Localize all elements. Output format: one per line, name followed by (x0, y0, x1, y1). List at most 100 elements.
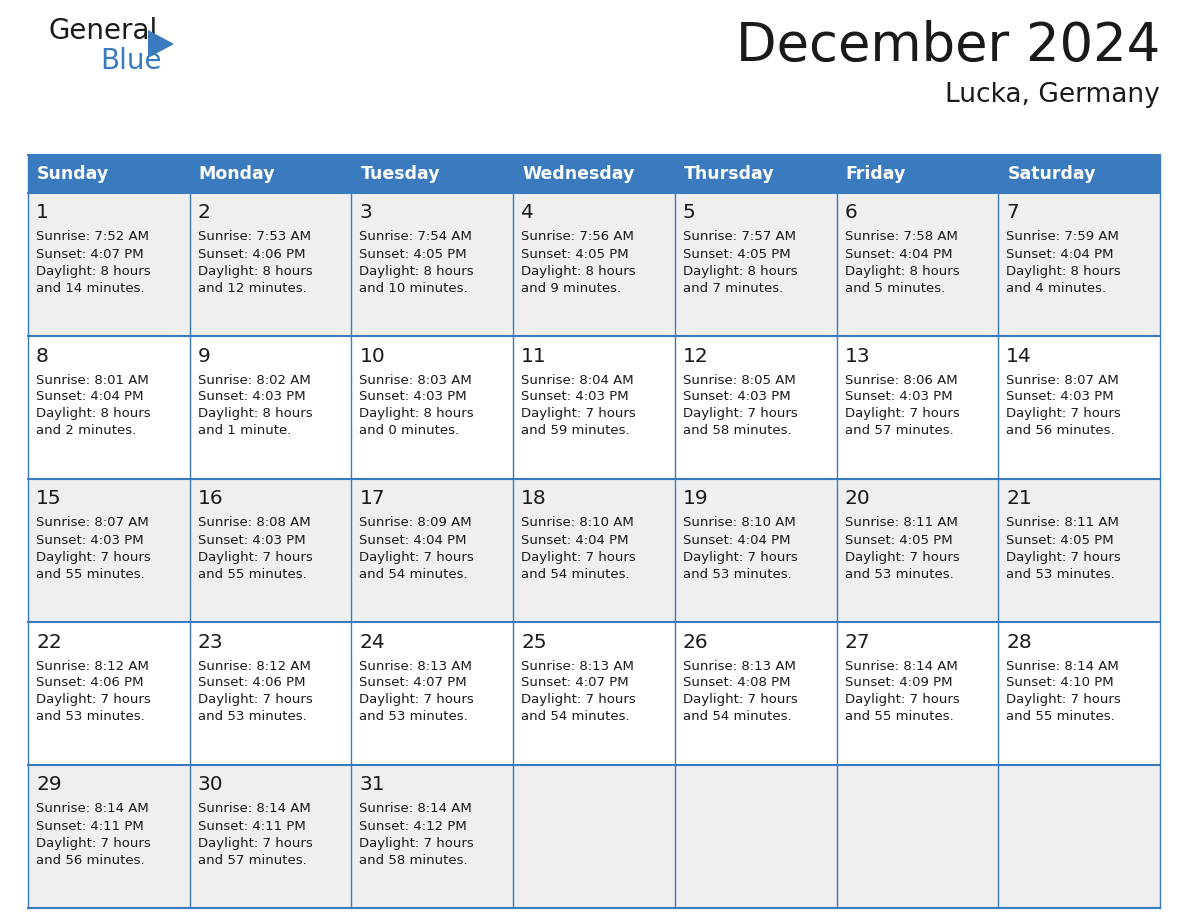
Text: and 57 minutes.: and 57 minutes. (197, 854, 307, 867)
Text: Sunset: 4:03 PM: Sunset: 4:03 PM (1006, 390, 1114, 404)
Text: Lucka, Germany: Lucka, Germany (946, 82, 1159, 108)
Text: and 53 minutes.: and 53 minutes. (360, 711, 468, 723)
Text: Daylight: 7 hours: Daylight: 7 hours (360, 693, 474, 707)
Text: 12: 12 (683, 346, 708, 365)
Text: and 56 minutes.: and 56 minutes. (36, 854, 145, 867)
Text: 19: 19 (683, 489, 708, 509)
Text: and 53 minutes.: and 53 minutes. (683, 567, 791, 580)
Text: and 9 minutes.: and 9 minutes. (522, 282, 621, 295)
Text: 18: 18 (522, 489, 546, 509)
Text: Sunset: 4:08 PM: Sunset: 4:08 PM (683, 677, 790, 689)
Text: and 2 minutes.: and 2 minutes. (36, 424, 137, 438)
Text: Sunset: 4:03 PM: Sunset: 4:03 PM (360, 390, 467, 404)
Text: Sunset: 4:07 PM: Sunset: 4:07 PM (522, 677, 628, 689)
Bar (29, 193, 1159, 336)
Text: 29: 29 (36, 776, 62, 794)
Text: Sunset: 4:11 PM: Sunset: 4:11 PM (197, 820, 305, 833)
Text: 15: 15 (36, 489, 62, 509)
Text: Daylight: 7 hours: Daylight: 7 hours (360, 836, 474, 849)
Text: Sunrise: 7:59 AM: Sunrise: 7:59 AM (1006, 230, 1119, 243)
Text: and 14 minutes.: and 14 minutes. (36, 282, 145, 295)
Text: Sunset: 4:06 PM: Sunset: 4:06 PM (197, 248, 305, 261)
Text: Sunrise: 8:14 AM: Sunrise: 8:14 AM (1006, 659, 1119, 673)
Text: Daylight: 7 hours: Daylight: 7 hours (683, 551, 797, 564)
Text: and 58 minutes.: and 58 minutes. (683, 424, 791, 438)
Text: Sunset: 4:05 PM: Sunset: 4:05 PM (845, 533, 953, 546)
Text: Sunset: 4:04 PM: Sunset: 4:04 PM (36, 390, 144, 404)
Text: Sunrise: 7:54 AM: Sunrise: 7:54 AM (360, 230, 473, 243)
Text: Daylight: 8 hours: Daylight: 8 hours (360, 408, 474, 420)
Text: Sunset: 4:05 PM: Sunset: 4:05 PM (360, 248, 467, 261)
Text: and 55 minutes.: and 55 minutes. (845, 711, 953, 723)
Text: Daylight: 7 hours: Daylight: 7 hours (845, 693, 960, 707)
Text: 1: 1 (36, 204, 49, 222)
Text: and 54 minutes.: and 54 minutes. (683, 711, 791, 723)
Text: and 53 minutes.: and 53 minutes. (1006, 567, 1116, 580)
Text: and 55 minutes.: and 55 minutes. (36, 567, 145, 580)
Text: Daylight: 7 hours: Daylight: 7 hours (845, 408, 960, 420)
Text: Sunset: 4:03 PM: Sunset: 4:03 PM (197, 533, 305, 546)
Text: Sunrise: 8:03 AM: Sunrise: 8:03 AM (360, 374, 472, 386)
Text: Blue: Blue (100, 47, 162, 75)
Text: Wednesday: Wednesday (523, 165, 634, 183)
Bar (29, 622, 1159, 765)
Text: Sunrise: 8:02 AM: Sunrise: 8:02 AM (197, 374, 310, 386)
Text: 11: 11 (522, 346, 546, 365)
Text: Sunset: 4:04 PM: Sunset: 4:04 PM (845, 248, 952, 261)
Text: Sunset: 4:12 PM: Sunset: 4:12 PM (360, 820, 467, 833)
Text: 5: 5 (683, 204, 696, 222)
Text: Sunrise: 8:11 AM: Sunrise: 8:11 AM (845, 517, 958, 530)
Text: Monday: Monday (198, 165, 276, 183)
Text: Daylight: 7 hours: Daylight: 7 hours (197, 693, 312, 707)
Text: 3: 3 (360, 204, 372, 222)
Text: Sunrise: 8:13 AM: Sunrise: 8:13 AM (360, 659, 473, 673)
Text: Sunset: 4:05 PM: Sunset: 4:05 PM (522, 248, 628, 261)
Text: 22: 22 (36, 633, 62, 652)
Text: Daylight: 7 hours: Daylight: 7 hours (36, 551, 151, 564)
Text: Sunset: 4:05 PM: Sunset: 4:05 PM (683, 248, 790, 261)
Text: and 54 minutes.: and 54 minutes. (522, 711, 630, 723)
Text: 16: 16 (197, 489, 223, 509)
Text: Daylight: 8 hours: Daylight: 8 hours (360, 264, 474, 277)
Text: Sunrise: 8:09 AM: Sunrise: 8:09 AM (360, 517, 472, 530)
Text: 26: 26 (683, 633, 708, 652)
Bar (29, 155, 1159, 193)
Text: Sunset: 4:10 PM: Sunset: 4:10 PM (1006, 677, 1114, 689)
Text: Daylight: 8 hours: Daylight: 8 hours (36, 264, 151, 277)
Text: Sunset: 4:05 PM: Sunset: 4:05 PM (1006, 533, 1114, 546)
Text: and 55 minutes.: and 55 minutes. (197, 567, 307, 580)
Text: 13: 13 (845, 346, 870, 365)
Text: and 12 minutes.: and 12 minutes. (197, 282, 307, 295)
Text: Saturday: Saturday (1007, 165, 1095, 183)
Text: Sunrise: 8:08 AM: Sunrise: 8:08 AM (197, 517, 310, 530)
Text: Sunset: 4:09 PM: Sunset: 4:09 PM (845, 677, 952, 689)
Text: and 57 minutes.: and 57 minutes. (845, 424, 953, 438)
Bar (29, 479, 1159, 622)
Text: 31: 31 (360, 776, 385, 794)
Text: Daylight: 7 hours: Daylight: 7 hours (522, 408, 636, 420)
Text: Daylight: 7 hours: Daylight: 7 hours (360, 551, 474, 564)
Text: Sunset: 4:03 PM: Sunset: 4:03 PM (197, 390, 305, 404)
Text: Daylight: 8 hours: Daylight: 8 hours (522, 264, 636, 277)
Text: Daylight: 7 hours: Daylight: 7 hours (683, 693, 797, 707)
Text: and 1 minute.: and 1 minute. (197, 424, 291, 438)
Text: Sunset: 4:11 PM: Sunset: 4:11 PM (36, 820, 144, 833)
Text: Daylight: 7 hours: Daylight: 7 hours (1006, 408, 1121, 420)
Text: 8: 8 (36, 346, 49, 365)
Polygon shape (148, 30, 173, 58)
Text: Daylight: 7 hours: Daylight: 7 hours (522, 551, 636, 564)
Text: Daylight: 7 hours: Daylight: 7 hours (845, 551, 960, 564)
Text: 25: 25 (522, 633, 546, 652)
Text: 10: 10 (360, 346, 385, 365)
Text: and 53 minutes.: and 53 minutes. (36, 711, 145, 723)
Text: Sunset: 4:03 PM: Sunset: 4:03 PM (683, 390, 790, 404)
Text: and 4 minutes.: and 4 minutes. (1006, 282, 1106, 295)
Text: and 58 minutes.: and 58 minutes. (360, 854, 468, 867)
Text: Sunrise: 7:57 AM: Sunrise: 7:57 AM (683, 230, 796, 243)
Text: Sunrise: 8:13 AM: Sunrise: 8:13 AM (683, 659, 796, 673)
Text: Daylight: 7 hours: Daylight: 7 hours (683, 408, 797, 420)
Text: Sunrise: 7:58 AM: Sunrise: 7:58 AM (845, 230, 958, 243)
Text: Sunrise: 8:05 AM: Sunrise: 8:05 AM (683, 374, 796, 386)
Text: Tuesday: Tuesday (360, 165, 440, 183)
Text: Sunrise: 8:06 AM: Sunrise: 8:06 AM (845, 374, 958, 386)
